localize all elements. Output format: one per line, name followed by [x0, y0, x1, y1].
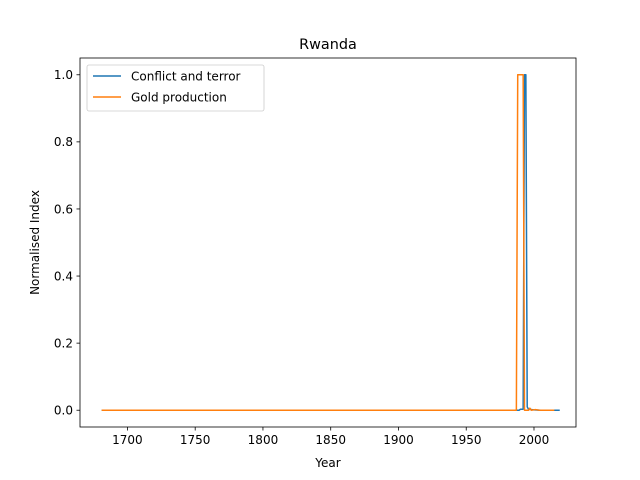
x-axis-label: Year: [314, 456, 340, 470]
x-axis-ticks: 1700 1750 1800 1850 1900 1950 2000: [112, 427, 549, 447]
axes-frame: [79, 57, 577, 428]
y-tick-label: 0.4: [54, 269, 73, 283]
series-line-1: [101, 74, 555, 411]
series-group: [101, 74, 560, 411]
plot-area: [79, 57, 577, 428]
legend-label-0: Conflict and terror: [131, 69, 241, 83]
x-tick-label: 1700: [112, 433, 143, 447]
y-tick-label: 0.8: [54, 135, 73, 149]
x-tick-label: 1900: [383, 433, 414, 447]
legend-frame: [86, 64, 265, 112]
y-tick-label: 0.0: [54, 404, 73, 418]
y-axis-label: Normalised Index: [28, 190, 42, 295]
y-tick-label: 1.0: [54, 68, 73, 82]
chart-title: Rwanda: [299, 37, 357, 53]
y-tick-label: 0.6: [54, 202, 73, 216]
x-tick-label: 1950: [451, 433, 482, 447]
y-axis-ticks: 0.0 0.2 0.4 0.6 0.8 1.0: [54, 68, 80, 418]
y-tick-label: 0.2: [54, 336, 73, 350]
x-tick-label: 2000: [519, 433, 550, 447]
legend: Conflict and terror Gold production: [86, 64, 265, 112]
x-tick-label: 1800: [248, 433, 279, 447]
legend-label-1: Gold production: [131, 90, 227, 104]
x-tick-label: 1850: [315, 433, 346, 447]
x-tick-label: 1750: [180, 433, 211, 447]
